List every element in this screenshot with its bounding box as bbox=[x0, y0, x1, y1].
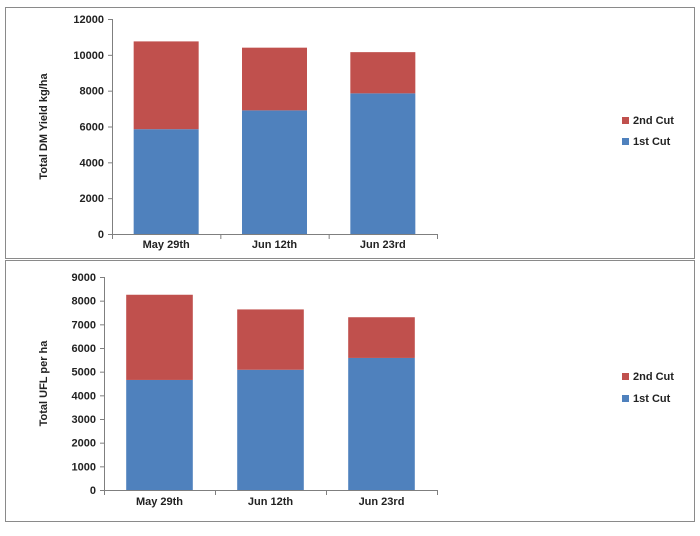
legend-label: 1st Cut bbox=[633, 393, 671, 405]
x-category-label: May 29th bbox=[136, 496, 183, 508]
legend-swatch bbox=[622, 117, 629, 124]
x-category-label: Jun 23rd bbox=[360, 239, 406, 251]
y-tick-label: 8000 bbox=[72, 296, 96, 308]
bar-1st-cut-2 bbox=[242, 110, 307, 234]
y-tick-label: 2000 bbox=[80, 193, 104, 205]
y-tick-label: 1000 bbox=[72, 461, 96, 473]
bar-2nd-cut-1 bbox=[133, 41, 199, 130]
y-tick-label: 4000 bbox=[80, 157, 104, 169]
x-category-label: Jun 12th bbox=[252, 239, 298, 251]
x-category-label: Jun 12th bbox=[248, 496, 294, 508]
y-tick-label: 9000 bbox=[72, 272, 96, 284]
chart-frame bbox=[5, 7, 695, 259]
y-tick-label: 6000 bbox=[80, 122, 104, 134]
legend-swatch bbox=[622, 138, 629, 145]
legend-label: 2nd Cut bbox=[633, 371, 674, 383]
y-tick-label: 6000 bbox=[72, 343, 96, 355]
bar-2nd-cut-2 bbox=[237, 309, 304, 370]
y-tick-label: 0 bbox=[90, 485, 96, 497]
y-tick-label: 4000 bbox=[72, 390, 96, 402]
bar-2nd-cut-2 bbox=[242, 47, 307, 111]
y-tick-label: 2000 bbox=[72, 438, 96, 450]
legend-swatch bbox=[622, 395, 629, 402]
legend-label: 1st Cut bbox=[633, 136, 671, 148]
bar-1st-cut-3 bbox=[348, 357, 415, 490]
bar-2nd-cut-1 bbox=[126, 294, 193, 380]
y-axis-title: Total UFL per ha bbox=[38, 340, 50, 427]
chart-2: 0 1000 2000 3000 4000 5000 6000 7000 8000 9000 May… bbox=[5, 260, 695, 522]
y-tick-label: 5000 bbox=[72, 367, 96, 379]
chart-1: 0 2000 4000 6000 8000 10000 12000 May 29th Jun 1… bbox=[5, 7, 695, 259]
y-axis-title: Total DM Yield kg/ha bbox=[38, 73, 50, 180]
x-category-label: Jun 23rd bbox=[359, 496, 405, 508]
y-tick-label: 7000 bbox=[72, 319, 96, 331]
y-tick-label: 12000 bbox=[73, 14, 104, 26]
y-tick-label: 0 bbox=[98, 229, 104, 241]
legend-label: 2nd Cut bbox=[633, 115, 674, 127]
bar-1st-cut-2 bbox=[237, 369, 304, 490]
legend-swatch bbox=[622, 373, 629, 380]
bar-1st-cut-3 bbox=[350, 93, 416, 235]
bar-1st-cut-1 bbox=[126, 379, 193, 490]
y-tick-label: 10000 bbox=[73, 50, 104, 62]
y-tick-label: 3000 bbox=[72, 414, 96, 426]
bar-2nd-cut-3 bbox=[350, 52, 416, 94]
y-tick-label: 8000 bbox=[80, 86, 104, 98]
bar-1st-cut-1 bbox=[133, 129, 199, 234]
bar-2nd-cut-3 bbox=[348, 317, 415, 358]
x-category-label: May 29th bbox=[143, 239, 190, 251]
